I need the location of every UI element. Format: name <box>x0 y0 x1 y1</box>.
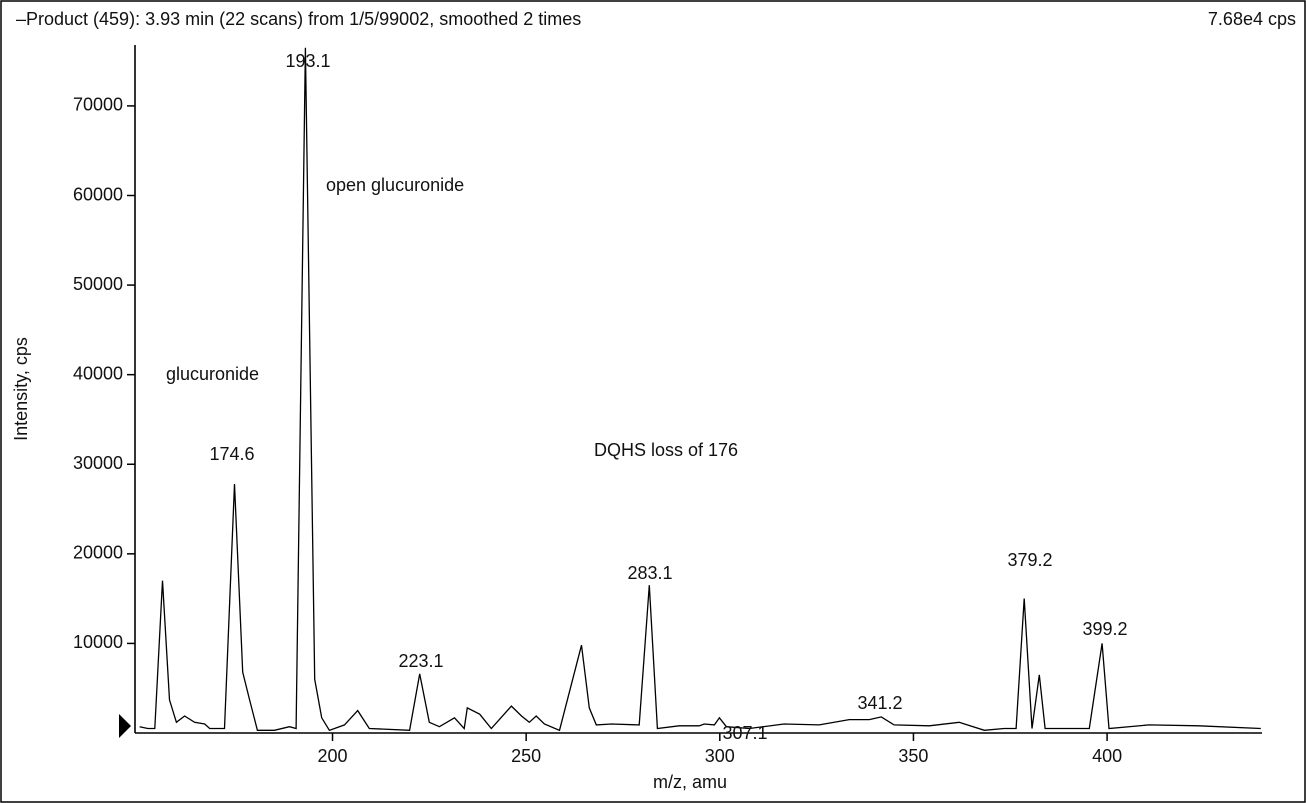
baseline-marker <box>119 714 131 738</box>
annotation: 379.2 <box>1007 550 1052 570</box>
annotation: 223.1 <box>398 651 443 671</box>
annotation: 283.1 <box>627 563 672 583</box>
x-tick-label: 350 <box>898 746 928 766</box>
annotation: 193.1 <box>285 51 330 71</box>
annotation: 341.2 <box>857 693 902 713</box>
x-axis-label: m/z, amu <box>653 772 727 792</box>
x-tick-label: 250 <box>511 746 541 766</box>
chart-title: –Product (459): 3.93 min (22 scans) from… <box>16 9 581 29</box>
x-tick-label: 200 <box>317 746 347 766</box>
y-tick-label: 60000 <box>73 184 123 204</box>
x-tick-label: 400 <box>1092 746 1122 766</box>
annotation: 174.6 <box>209 444 254 464</box>
y-tick-label: 70000 <box>73 95 123 115</box>
annotation: DQHS loss of 176 <box>594 440 738 460</box>
y-tick-label: 50000 <box>73 274 123 294</box>
x-tick-label: 300 <box>705 746 735 766</box>
y-tick-label: 20000 <box>73 543 123 563</box>
annotation: 307.1 <box>722 723 767 743</box>
y-tick-label: 40000 <box>73 363 123 383</box>
annotation: 399.2 <box>1082 619 1127 639</box>
annotation: open glucuronide <box>326 175 464 195</box>
annotation: glucuronide <box>166 364 259 384</box>
y-tick-label: 10000 <box>73 632 123 652</box>
y-axis-label: Intensity, cps <box>11 337 31 441</box>
spectrum-trace <box>139 47 1261 732</box>
max-intensity: 7.68e4 cps <box>1208 9 1296 29</box>
y-tick-label: 30000 <box>73 453 123 473</box>
